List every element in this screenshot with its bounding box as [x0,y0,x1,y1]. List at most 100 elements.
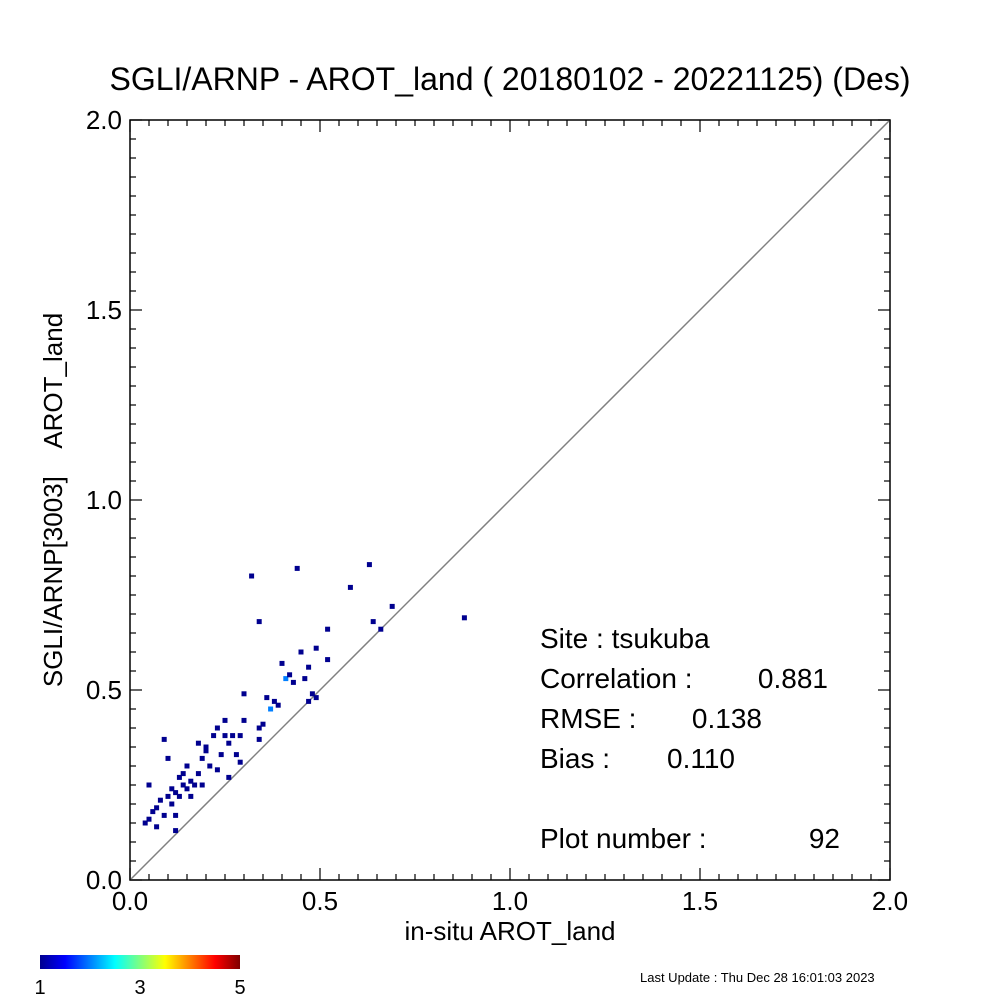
y-tick-label: 2.0 [86,105,122,135]
x-tick-label: 0.5 [302,886,338,916]
data-point [146,816,152,822]
data-point [161,812,167,818]
colorbar-tick-label: 1 [34,977,45,999]
data-point [173,790,179,796]
data-point [279,660,285,666]
data-point [271,698,277,704]
data-point [203,748,209,754]
colorbar-tick-label: 5 [234,977,245,999]
data-point [218,752,224,758]
data-point [150,809,156,815]
data-point [142,820,148,826]
data-point [176,774,182,780]
y-tick-label: 1.5 [86,295,122,325]
data-point [309,691,315,697]
data-point [260,721,266,727]
data-point [199,755,205,761]
data-point [325,657,331,663]
data-point [233,752,239,758]
data-point [203,744,209,750]
data-point [313,645,319,651]
site-label: Site : tsukuba [540,623,710,654]
data-point [195,740,201,746]
colorbar-bar [40,955,240,969]
data-point [199,782,205,788]
data-point [176,793,182,799]
data-point [184,786,190,792]
data-point [214,767,220,773]
statistics-panel: Site : tsukuba Correlation : 0.881 RMSE … [540,623,840,854]
data-point [370,619,376,625]
data-point [154,805,160,811]
colorbar: 1 3 5 [34,955,246,999]
data-point [256,725,262,731]
data-point [165,793,171,799]
data-point [192,782,198,788]
y-tick-label: 0.5 [86,675,122,705]
colorbar-tick-labels: 1 3 5 [34,977,245,999]
colorbar-tick-label: 3 [134,977,145,999]
data-point [169,801,175,807]
y-tick-label: 0.0 [86,865,122,895]
data-point [347,584,353,590]
bias-value: 0.110 [667,743,735,774]
x-tick-label: 2.0 [872,886,908,916]
y-axis-label: SGLI/ARNP[3003] AROT_land [38,313,68,687]
y-tick-labels: 0.0 0.5 1.0 1.5 2.0 [86,105,122,895]
data-point [226,740,232,746]
data-point [222,733,228,739]
minor-ticks [130,120,890,880]
data-point [154,824,160,830]
data-point [165,755,171,761]
data-point [294,565,300,571]
bias-label: Bias : [540,743,610,774]
rmse-label: RMSE : [540,703,636,734]
data-point [146,782,152,788]
data-point [264,695,270,701]
data-point [461,615,467,621]
correlation-label: Correlation : [540,663,693,694]
data-point [188,778,194,784]
data-point [237,759,243,765]
data-point [290,679,296,685]
data-point [184,763,190,769]
data-point [241,717,247,723]
data-point [195,771,201,777]
data-point [157,797,163,803]
data-point [214,725,220,731]
data-point [306,664,312,670]
data-point [173,812,179,818]
data-point [275,702,281,708]
x-tick-label: 1.0 [492,886,528,916]
data-point [325,626,331,632]
data-point [256,619,262,625]
chart-title: SGLI/ARNP - AROT_land ( 20180102 - 20221… [109,61,910,97]
data-points [142,562,467,834]
data-point [298,649,304,655]
data-point [306,698,312,704]
data-point [211,733,217,739]
data-point [169,786,175,792]
one-to-one-line [129,119,891,881]
data-point [249,573,255,579]
data-point [256,736,262,742]
data-point [268,706,274,712]
plot-number-value: 92 [809,823,840,854]
data-point [230,733,236,739]
last-update-text: Last Update : Thu Dec 28 16:01:03 2023 [640,970,875,985]
x-tick-label: 0.0 [112,886,148,916]
correlation-value: 0.881 [758,663,828,694]
plot-area [129,119,891,881]
y-tick-label: 1.0 [86,485,122,515]
data-point [241,691,247,697]
x-tick-label: 1.5 [682,886,718,916]
data-point [283,676,289,682]
data-point [226,774,232,780]
data-point [180,782,186,788]
data-point [161,736,167,742]
rmse-value: 0.138 [692,703,762,734]
data-point [188,793,194,799]
data-point [287,672,293,678]
data-point [313,695,319,701]
data-point [302,676,308,682]
